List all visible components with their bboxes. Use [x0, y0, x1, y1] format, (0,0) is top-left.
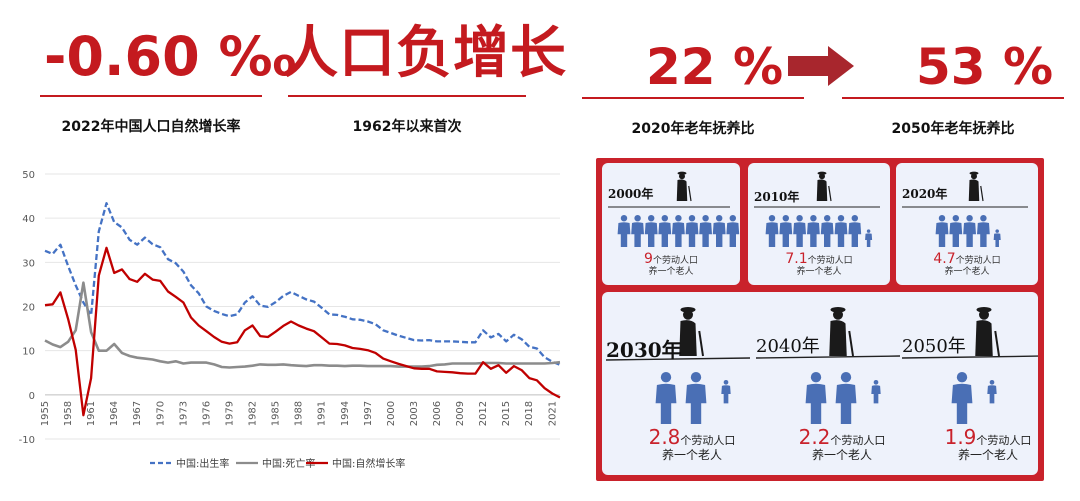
ratio-number: 7.1 — [785, 251, 808, 267]
series-line-3 — [44, 246, 561, 417]
dependency-ratio-2020-caption: 2020年老年抚养比 — [631, 121, 755, 137]
card-year: 2050年 — [902, 336, 966, 357]
x-tick-label: 1961 — [86, 401, 97, 426]
x-tick-label: 1964 — [109, 401, 120, 426]
legend-label: 中国:自然增长率 — [332, 457, 405, 470]
series-line-1 — [44, 202, 561, 366]
ratio-2020-underline — [582, 97, 804, 99]
card-ratio: 1.9个劳动人口 养一个老人 — [928, 426, 1038, 463]
ratio-number: 2.8 — [648, 425, 681, 449]
x-tick-label: 1991 — [317, 401, 328, 426]
x-tick-label: 1988 — [294, 401, 305, 426]
ratio-line1: 个劳动人口 — [955, 256, 1001, 266]
population-rate-line-chart: -10 0 10 20 30 40 50 1955 1958 1961 1964 1967 1970 1… — [19, 170, 561, 470]
y-tick-label: -10 — [19, 435, 35, 446]
ratio-line2: 养一个老人 — [811, 448, 872, 462]
x-tick-label: 2009 — [455, 401, 466, 426]
x-tick-label: 2018 — [524, 401, 535, 426]
right-arrow-icon — [788, 46, 854, 86]
y-tick-label: 20 — [22, 303, 35, 314]
y-tick-label: 50 — [22, 170, 35, 181]
rate-underline — [40, 95, 262, 97]
x-tick-label: 2012 — [478, 401, 489, 426]
x-tick-label: 1985 — [271, 401, 282, 426]
people-figures — [754, 171, 880, 247]
dependency-ratio-2050-caption: 2050年老年抚养比 — [891, 121, 1015, 137]
ratio-line2: 养一个老人 — [957, 448, 1018, 462]
headline-underline — [288, 95, 526, 97]
x-tick-label: 2000 — [386, 401, 397, 426]
series-line-2 — [44, 281, 561, 369]
card-ratio: 7.1个劳动人口 养一个老人 — [748, 251, 890, 277]
x-tick-label: 1958 — [63, 401, 74, 426]
ratio-line2: 养一个老人 — [944, 267, 990, 278]
x-tick-label: 1994 — [340, 401, 351, 426]
ratio-2050-underline — [842, 97, 1064, 99]
negative-growth-headline: 人口负增长 — [282, 21, 567, 86]
card-year: 2040年 — [756, 336, 820, 357]
card-ratio: 2.2个劳动人口 养一个老人 — [782, 426, 902, 463]
legend-label: 中国:死亡率 — [262, 457, 315, 470]
x-tick-label: 2003 — [409, 401, 420, 426]
ratio-card-2: 2010年 7.1个劳动人口 养一个老人 — [748, 163, 890, 285]
x-tick-label: 1973 — [178, 401, 189, 426]
people-figures — [605, 307, 1038, 424]
x-tick-label: 2006 — [432, 401, 443, 426]
y-tick-label: 40 — [22, 214, 35, 225]
ratio-line1: 个劳动人口 — [807, 256, 853, 266]
y-tick-label: 0 — [29, 391, 35, 402]
legend-label: 中国:出生率 — [176, 457, 229, 470]
y-tick-label: 10 — [22, 347, 35, 358]
ratio-line1: 个劳动人口 — [680, 434, 736, 447]
ratio-card-1: 2000年 9个劳动人口 养一个老人 — [602, 163, 740, 285]
ratio-line2: 养一个老人 — [661, 448, 722, 462]
dependency-ratio-2020-value: 22 % — [646, 38, 784, 96]
ratio-card-3: 2020年 4.7个劳动人口 养一个老人 — [896, 163, 1038, 285]
x-tick-label: 1955 — [40, 401, 51, 426]
x-tick-label: 1976 — [201, 401, 212, 426]
card-ratio: 9个劳动人口 养一个老人 — [602, 251, 740, 277]
ratio-line1: 个劳动人口 — [652, 256, 698, 266]
ratio-line2: 养一个老人 — [796, 267, 842, 278]
ratio-card-future: 2030年 2.8个劳动人口 养一个老人 2040年 2.2个劳动人口 养一个老人 2050… — [602, 292, 1038, 475]
people-figures — [902, 171, 1028, 247]
natural-growth-rate-value: -0.60 ‰ — [44, 25, 297, 88]
ratio-line2: 养一个老人 — [648, 267, 694, 278]
card-year: 2000年 — [608, 187, 654, 201]
y-tick-label: 30 — [22, 258, 35, 269]
x-tick-label: 1970 — [155, 401, 166, 426]
x-tick-label: 1982 — [248, 401, 259, 426]
people-figures — [608, 171, 740, 247]
x-tick-label: 2021 — [547, 401, 558, 426]
dependency-infographic: 2000年 9个劳动人口 养一个老人 2010年 7.1个劳动人口 养一个老人 2020年 4… — [596, 158, 1044, 481]
x-tick-label: 1997 — [363, 401, 374, 426]
ratio-number: 4.7 — [933, 251, 956, 267]
card-year: 2020年 — [902, 187, 948, 201]
ratio-number: 9 — [644, 251, 653, 267]
ratio-number: 2.2 — [798, 425, 831, 449]
ratio-number: 1.9 — [944, 425, 977, 449]
card-ratio: 4.7个劳动人口 养一个老人 — [896, 251, 1038, 277]
dependency-ratio-2050-value: 53 % — [916, 38, 1054, 96]
card-year: 2030年 — [606, 338, 682, 362]
natural-growth-rate-caption: 2022年中国人口自然增长率 — [61, 119, 241, 135]
card-ratio: 2.8个劳动人口 养一个老人 — [632, 426, 752, 463]
card-year: 2010年 — [754, 190, 800, 204]
x-tick-label: 1979 — [224, 401, 235, 426]
ratio-line1: 个劳动人口 — [976, 434, 1032, 447]
headline-caption: 1962年以来首次 — [352, 119, 462, 135]
ratio-line1: 个劳动人口 — [830, 434, 886, 447]
x-tick-label: 2015 — [501, 401, 512, 426]
x-tick-label: 1967 — [132, 401, 143, 426]
